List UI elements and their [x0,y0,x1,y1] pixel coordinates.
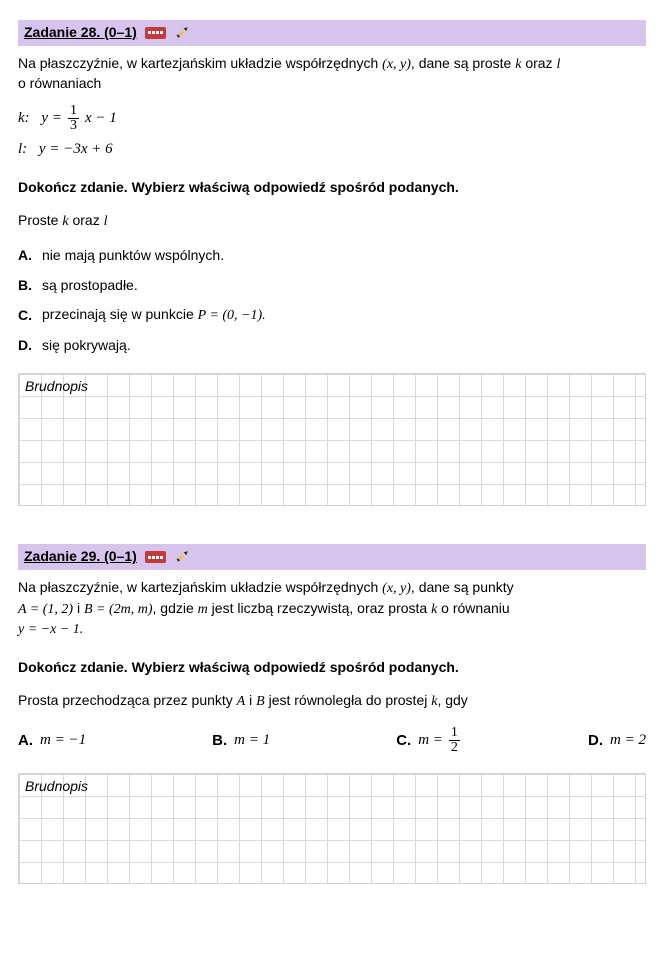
lhs: y = [41,108,62,129]
text: jest równoległa do prostej [265,692,432,708]
option-b[interactable]: B. m = 1 [212,726,270,755]
option-text: m = 1 [234,730,270,751]
option-text: się pokrywają. [42,336,131,356]
option-label: B. [18,276,36,296]
pencil-icon [172,24,192,44]
var-m: m [198,602,208,617]
text: o równaniach [18,75,101,91]
task-header-28: Zadanie 28. (0–1) [18,20,646,46]
task28-intro: Na płaszczyźnie, w kartezjańskim układzi… [18,54,646,94]
fraction: 1 3 [68,104,79,133]
fraction: 1 2 [449,726,460,755]
coords: (x, y) [382,581,411,596]
task-title: Zadanie 28. (0–1) [24,23,137,43]
option-a[interactable]: A. m = −1 [18,726,86,755]
option-text: m = −1 [40,730,86,751]
text: , dane są punkty [411,579,514,595]
option-c[interactable]: C. przecinają się w punkcie P = (0, −1). [18,305,646,326]
coords: (x, y) [382,57,411,72]
text: , dane są proste [411,55,515,71]
denominator: 2 [449,741,460,755]
option-text: przecinają się w punkcie P = (0, −1). [42,305,266,326]
text: i [245,692,256,708]
calculator-icon [145,551,166,563]
label: l: [18,139,27,160]
equation-k: k: y = 1 3 x − 1 [18,104,646,133]
options-horizontal: A. m = −1 B. m = 1 C. m = 1 2 D. m = 2 [18,726,646,755]
grid-label: Brudnopis [25,777,88,797]
text: Prosta przechodząca przez punkty [18,692,237,708]
option-a[interactable]: A. nie mają punktów wspólnych. [18,246,646,266]
point-b: B = (2m, m) [84,602,153,617]
option-label: D. [588,730,606,751]
var-a: A [237,694,246,709]
eq: y = −3x + 6 [39,139,113,160]
denominator: 3 [68,119,79,133]
option-d[interactable]: D. się pokrywają. [18,336,646,356]
instruction: Dokończ zdanie. Wybierz właściwą odpowie… [18,658,646,678]
option-label: A. [18,246,36,266]
tail: x − 1 [85,108,117,129]
text: oraz [521,55,556,71]
option-c[interactable]: C. m = 1 2 [396,726,462,755]
text: , gdy [437,692,467,708]
text: przecinają się w punkcie [42,306,198,322]
instruction: Dokończ zdanie. Wybierz właściwą odpowie… [18,178,646,198]
numerator: 1 [68,104,79,119]
subtext: Proste k oraz l [18,211,646,232]
pencil-icon [172,549,192,569]
task-header-29: Zadanie 29. (0–1) [18,544,646,570]
option-d[interactable]: D. m = 2 [588,726,646,755]
option-label: D. [18,336,36,356]
option-label: C. [396,730,414,751]
option-text: są prostopadłe. [42,276,138,296]
text: oraz [69,212,104,228]
option-label: C. [18,306,36,326]
option-label: A. [18,730,36,751]
task-title: Zadanie 29. (0–1) [24,547,137,567]
scratch-grid: Brudnopis [18,773,646,884]
task29-intro: Na płaszczyźnie, w kartezjańskim układzi… [18,578,646,640]
var-l: l [104,214,108,229]
subtext: Prosta przechodząca przez punkty A i B j… [18,691,646,712]
point-a: A = (1, 2) [18,602,73,617]
option-label: B. [212,730,230,751]
var-l: l [556,57,560,72]
equation: y = −x − 1. [18,622,83,637]
option-b[interactable]: B. są prostopadłe. [18,276,646,296]
calculator-icon [145,27,166,39]
text: Na płaszczyźnie, w kartezjańskim układzi… [18,579,382,595]
numerator: 1 [449,726,460,741]
label: k: [18,108,30,129]
text: o równaniu [437,600,509,616]
option-text: m = 2 [610,730,646,751]
text: , gdzie [153,600,198,616]
text: Na płaszczyźnie, w kartezjańskim układzi… [18,55,382,71]
text: jest liczbą rzeczywistą, oraz prosta [208,600,431,616]
text: Proste [18,212,62,228]
lhs: m = [418,730,443,751]
point: P = (0, −1). [198,308,266,323]
grid-label: Brudnopis [25,377,88,397]
equation-l: l: y = −3x + 6 [18,139,646,160]
options-vertical: A. nie mają punktów wspólnych. B. są pro… [18,246,646,355]
option-text: nie mają punktów wspólnych. [42,246,224,266]
text: i [73,600,84,616]
scratch-grid: Brudnopis [18,373,646,506]
var-b: B [256,694,265,709]
